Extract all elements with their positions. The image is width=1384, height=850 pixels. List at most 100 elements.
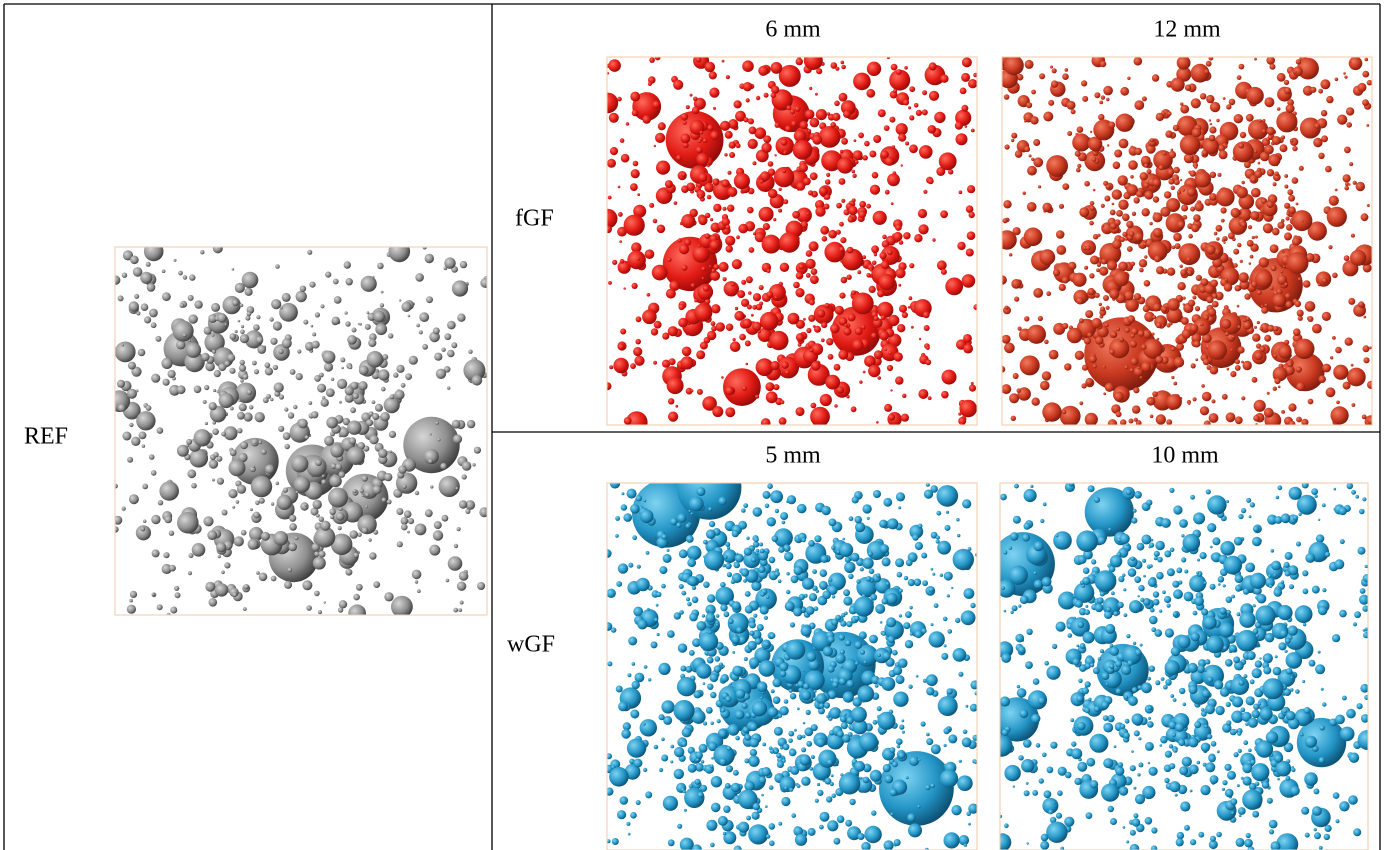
pore — [801, 626, 812, 637]
pore — [894, 352, 903, 361]
pore — [812, 569, 817, 574]
pore — [1013, 373, 1019, 379]
pore — [1151, 845, 1157, 850]
pore — [1015, 150, 1023, 158]
pore — [241, 325, 244, 328]
pore — [929, 91, 939, 101]
pore — [696, 758, 699, 761]
pore — [1313, 788, 1319, 794]
pore — [1110, 818, 1117, 825]
pore — [753, 614, 757, 618]
pore — [968, 79, 977, 88]
pore — [710, 131, 719, 140]
pore — [653, 361, 657, 365]
pore — [1084, 181, 1090, 187]
pore — [1363, 357, 1369, 363]
pore — [914, 103, 919, 108]
pore — [189, 449, 208, 468]
pore — [738, 822, 749, 833]
pore — [339, 401, 342, 404]
pore — [621, 729, 631, 739]
pore — [237, 485, 246, 494]
pore — [1188, 402, 1191, 405]
pore — [808, 828, 816, 836]
pore — [962, 737, 972, 747]
pore — [324, 436, 334, 446]
pore — [1149, 616, 1158, 625]
pore — [705, 213, 710, 218]
pore — [963, 334, 972, 343]
pore — [1288, 195, 1295, 202]
pore — [353, 489, 357, 493]
pore — [1175, 723, 1184, 732]
pore — [814, 535, 821, 542]
pore — [1154, 255, 1161, 262]
pore — [885, 775, 894, 784]
pore — [1112, 189, 1122, 199]
pore — [1104, 196, 1110, 202]
pore — [849, 516, 854, 521]
pore — [616, 686, 623, 693]
pore — [742, 319, 752, 329]
pore — [1362, 415, 1367, 420]
pore — [378, 449, 387, 458]
pore — [888, 315, 899, 326]
pore — [661, 700, 674, 713]
pore — [1222, 780, 1227, 785]
pore — [827, 636, 834, 643]
pore — [937, 485, 959, 507]
pore — [688, 576, 698, 586]
pore — [1062, 73, 1069, 80]
pore — [1057, 790, 1063, 796]
pore — [1138, 737, 1141, 740]
pore — [734, 173, 750, 189]
pore — [1014, 297, 1019, 302]
pore — [237, 412, 245, 420]
pore — [347, 335, 357, 345]
pore — [1218, 276, 1221, 279]
pore — [733, 770, 739, 776]
pore — [1089, 355, 1097, 363]
pore — [928, 178, 934, 184]
pore — [1173, 125, 1179, 131]
pore — [1165, 628, 1174, 637]
pore — [1040, 841, 1049, 850]
pore — [240, 304, 244, 308]
pore — [772, 678, 781, 687]
pore — [1287, 625, 1297, 635]
pore — [884, 840, 894, 850]
pore — [756, 96, 760, 100]
pore — [942, 370, 957, 385]
pore — [1094, 92, 1100, 98]
pore — [1173, 505, 1182, 514]
pore — [1077, 621, 1084, 628]
pore — [1289, 584, 1294, 589]
pore — [1349, 753, 1359, 763]
pore — [929, 631, 945, 647]
pore — [1190, 324, 1199, 333]
pore — [648, 82, 652, 86]
pore — [459, 571, 469, 581]
column-label: 5 mm — [765, 443, 821, 469]
pore — [1136, 190, 1143, 197]
pore — [1124, 237, 1128, 241]
pore — [758, 66, 768, 76]
pore — [725, 542, 730, 547]
pore — [457, 314, 465, 322]
pore — [894, 839, 901, 846]
pore — [316, 514, 320, 518]
pore — [886, 582, 890, 586]
pore — [1318, 519, 1320, 521]
pore — [1237, 731, 1241, 735]
pore — [234, 536, 244, 546]
pore — [860, 777, 862, 779]
pore — [447, 321, 456, 330]
pore — [1134, 100, 1144, 110]
pore — [1025, 661, 1033, 669]
pore — [212, 428, 219, 435]
pore — [816, 693, 827, 704]
pore — [742, 386, 747, 391]
pore — [1281, 580, 1284, 583]
pore — [854, 641, 862, 649]
pore — [313, 500, 322, 509]
